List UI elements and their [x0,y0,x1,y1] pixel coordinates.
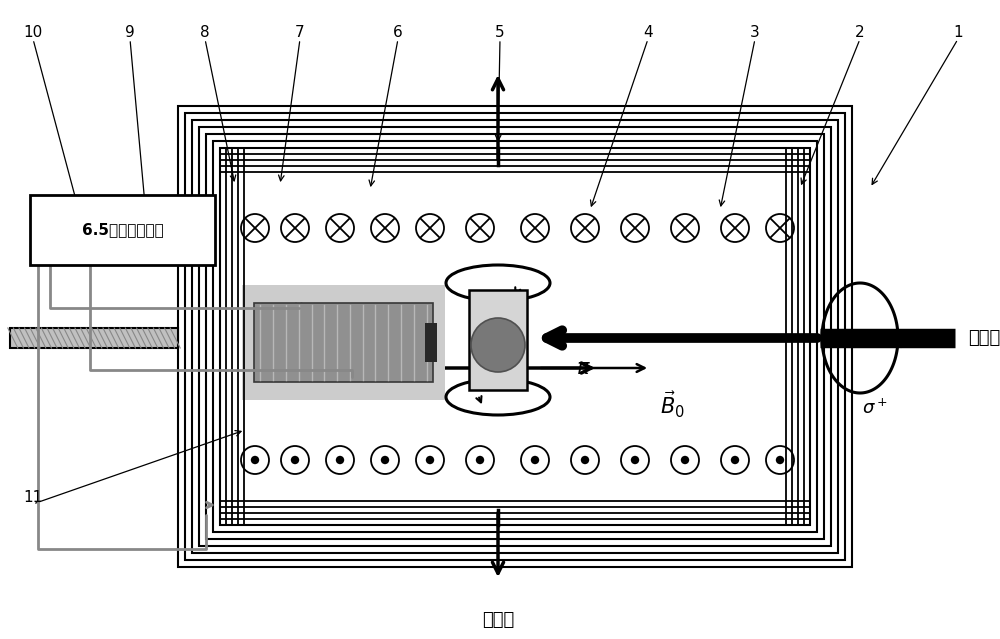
Bar [192,120,838,553]
Bar [30,195,215,265]
Bar [254,303,433,382]
Circle shape [381,456,389,464]
Bar [199,127,831,546]
Circle shape [426,456,434,464]
Text: 10: 10 [23,25,43,40]
Bar [10,328,178,348]
Circle shape [291,456,299,464]
Text: 3: 3 [750,25,760,40]
Text: 8: 8 [200,25,210,40]
Circle shape [476,456,484,464]
Text: 6.5位精密电流源: 6.5位精密电流源 [82,222,163,238]
Bar [469,290,527,390]
Circle shape [531,456,539,464]
Circle shape [631,456,639,464]
Text: $\vec{B}_0$: $\vec{B}_0$ [660,390,685,420]
Text: 抽运光: 抽运光 [968,329,1000,347]
Bar [206,134,824,539]
Text: 4: 4 [643,25,653,40]
Bar [213,141,817,532]
Bar [220,148,810,525]
Bar [242,285,445,400]
Text: 5: 5 [495,25,505,40]
Text: 7: 7 [295,25,305,40]
Text: 9: 9 [125,25,135,40]
Circle shape [471,318,525,372]
Bar [185,113,845,560]
Circle shape [776,456,784,464]
Text: 6: 6 [393,25,403,40]
Text: $\pi$: $\pi$ [576,358,590,378]
Circle shape [731,456,739,464]
Text: 探测光: 探测光 [482,611,514,629]
Text: 2: 2 [855,25,865,40]
Circle shape [681,456,689,464]
Text: $\sigma^+$: $\sigma^+$ [862,398,888,418]
Circle shape [336,456,344,464]
Bar [425,323,437,362]
Text: 11: 11 [23,490,43,505]
Circle shape [251,456,259,464]
Text: 1: 1 [953,25,963,40]
Bar [178,106,852,567]
Circle shape [581,456,589,464]
Bar [220,148,810,525]
